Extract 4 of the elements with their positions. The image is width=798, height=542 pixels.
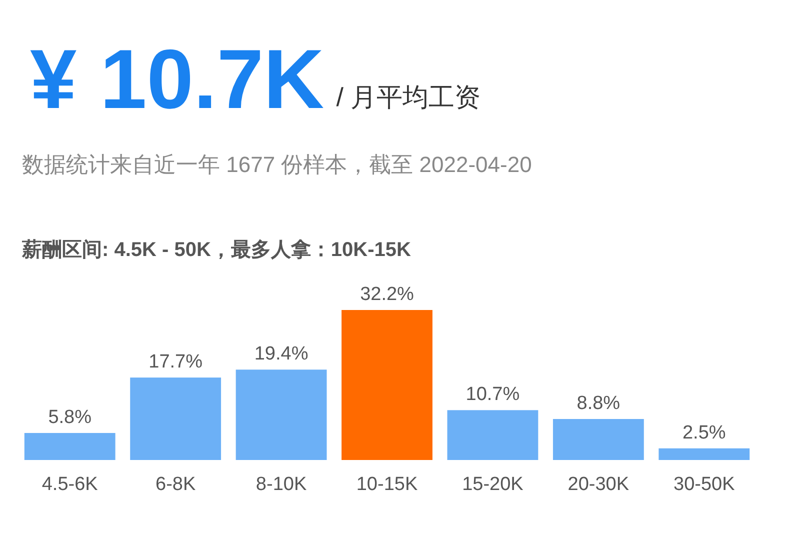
subtitle: / 月平均工资 [336,82,481,112]
annotation: 数据统计来自近一年 1677 份样本，截至 2022-04-20 [22,152,532,177]
title: ¥ 10.7K [30,32,324,126]
annotation: 薪酬区间: 4.5K - 50K，最多人拿：10K-15K [22,239,411,261]
